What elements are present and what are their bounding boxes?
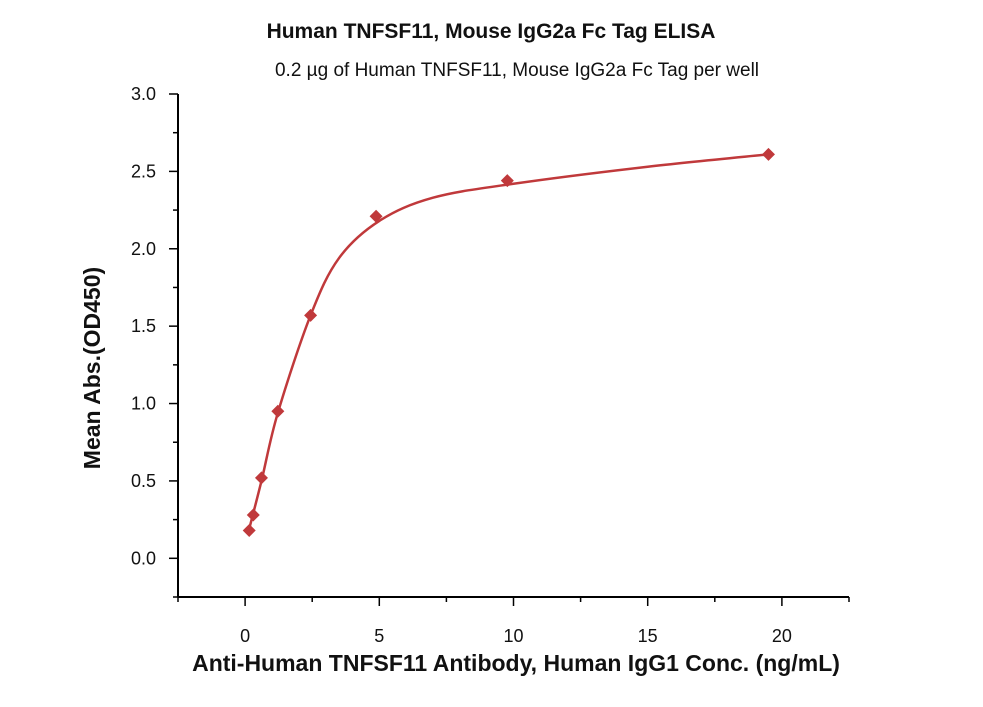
fit-curve	[247, 153, 769, 530]
x-axis-label: Anti-Human TNFSF11 Antibody, Human IgG1 …	[192, 650, 840, 676]
y-tick-label: 0.5	[131, 471, 156, 491]
data-point	[271, 404, 285, 418]
data-point	[761, 147, 775, 161]
data-point	[242, 523, 256, 537]
y-tick-label: 2.5	[131, 161, 156, 181]
x-tick-label: 15	[638, 626, 658, 646]
data-point	[369, 209, 383, 223]
y-tick-label: 1.0	[131, 394, 156, 414]
y-axis-label: Mean Abs.(OD450)	[79, 267, 105, 469]
data-point	[246, 508, 260, 522]
chart-title: Human TNFSF11, Mouse IgG2a Fc Tag ELISA	[267, 20, 716, 43]
chart-subtitle: 0.2 µg of Human TNFSF11, Mouse IgG2a Fc …	[275, 60, 759, 81]
y-tick-label: 2.0	[131, 239, 156, 259]
y-tick-label: 1.5	[131, 316, 156, 336]
x-tick-label: 5	[374, 626, 384, 646]
data-point	[304, 308, 318, 322]
x-tick-label: 0	[240, 626, 250, 646]
x-tick-label: 20	[772, 626, 792, 646]
data-point	[254, 471, 268, 485]
y-tick-label: 0.0	[131, 548, 156, 568]
x-tick-label: 10	[503, 626, 523, 646]
data-point	[500, 174, 514, 188]
y-tick-label: 3.0	[131, 84, 156, 104]
